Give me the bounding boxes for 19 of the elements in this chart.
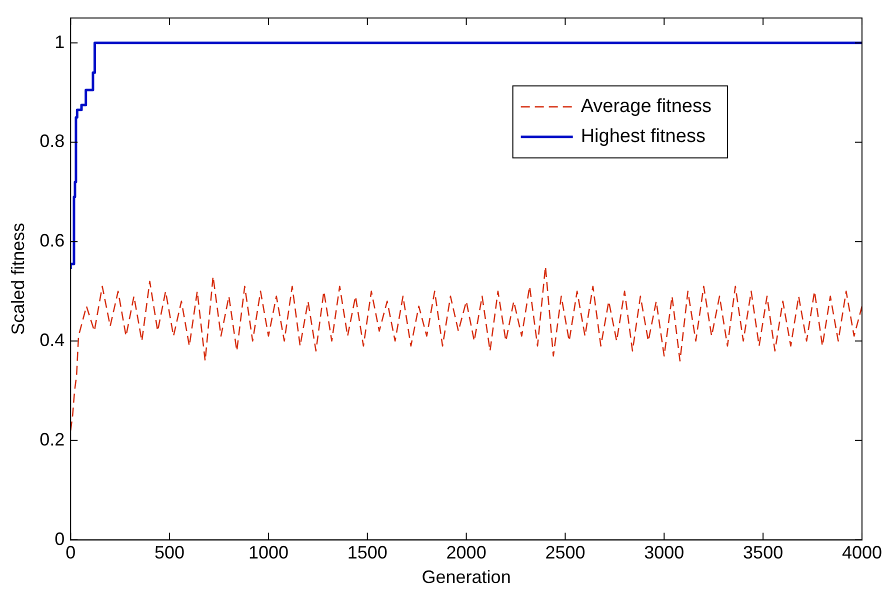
x-tick-label: 500 <box>154 542 185 563</box>
x-tick-label: 3000 <box>644 542 684 563</box>
x-tick-label: 4000 <box>842 542 882 563</box>
x-tick-label: 1000 <box>248 542 288 563</box>
x-axis-title: Generation <box>422 567 511 588</box>
y-tick-label: 0.4 <box>40 330 65 350</box>
y-tick-label: 0 <box>54 528 65 549</box>
x-tick-label: 3500 <box>743 542 784 563</box>
y-tick-label: 1 <box>54 32 65 52</box>
x-tick-label: 1500 <box>347 542 388 563</box>
y-tick-label: 0.2 <box>40 429 65 450</box>
y-axis-title: Scaled fitness <box>8 222 28 335</box>
x-tick-label: 2000 <box>446 542 486 563</box>
legend-label: Highest fitness <box>580 126 706 148</box>
x-tick-label: 2500 <box>545 542 586 563</box>
line-series <box>70 266 862 432</box>
y-tick-label: 0.8 <box>40 131 65 152</box>
legend-label: Average fitness <box>580 96 712 118</box>
y-tick-label: 0.6 <box>40 230 65 251</box>
